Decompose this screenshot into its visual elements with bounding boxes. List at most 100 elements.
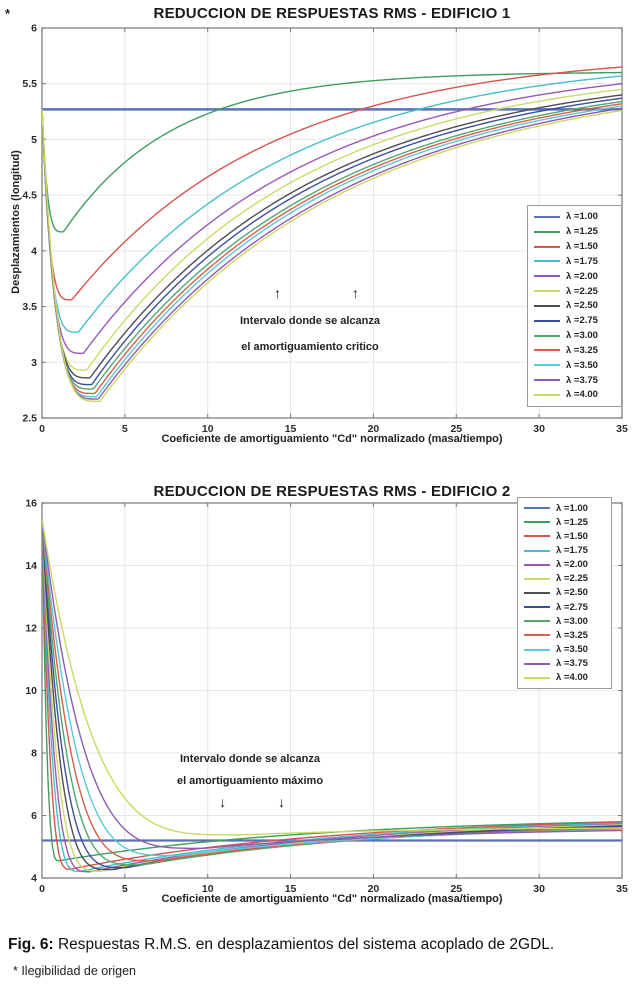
legend-item: λ =3.00 xyxy=(524,614,611,628)
legend-label: λ =1.25 xyxy=(556,516,588,528)
legend-line-swatch xyxy=(524,507,550,510)
chart1-canvas: 0 5 10 15 20 25 30 35 2.5 3 3.5 4 4.5 5 5.5 6 xyxy=(22,23,628,436)
series-curve-lambda-2.50 xyxy=(42,94,622,379)
legend-item: λ =3.25 xyxy=(524,628,611,642)
series-curve-lambda-2.25 xyxy=(42,88,622,371)
legend-item: λ =2.75 xyxy=(534,314,621,328)
annotation-arrow: ↓ xyxy=(278,794,286,810)
legend-item: λ =3.75 xyxy=(524,657,611,671)
legend-line-swatch xyxy=(534,364,560,367)
figure-caption-text: Respuestas R.M.S. en desplazamientos del… xyxy=(53,936,555,953)
chart1-annotation-line1: Intervalo donde se alcanza xyxy=(240,315,380,327)
legend-line-swatch xyxy=(534,319,560,322)
legend-label: λ =2.00 xyxy=(556,559,588,571)
plot-border xyxy=(41,27,623,419)
y-tick-label: 14 xyxy=(25,560,37,572)
chart2-legend: λ =1.00 λ =1.25 λ =1.50 λ =1.75 λ =2.00 λ =2.… xyxy=(517,497,612,689)
legend-line-swatch xyxy=(524,535,550,538)
chart2-title: REDUCCION DE RESPUESTAS RMS - EDIFICIO 2 xyxy=(153,483,511,500)
legend-item: λ =4.00 xyxy=(524,671,611,685)
y-tick-label: 10 xyxy=(25,685,37,697)
y-tick-label: 2.5 xyxy=(22,413,37,425)
legend-label: λ =3.00 xyxy=(556,615,588,627)
legend-label: λ =2.00 xyxy=(566,270,598,282)
legend-item: λ =2.00 xyxy=(524,558,611,572)
legend-line-swatch xyxy=(534,334,560,337)
y-tick-label: 6 xyxy=(31,23,37,35)
chart1-annotation-line2: el amortiguamiento critico xyxy=(241,341,379,353)
legend-item: λ =3.00 xyxy=(534,329,621,343)
y-tick-label: 4.5 xyxy=(22,190,37,202)
legend-item: λ =1.00 xyxy=(524,501,611,515)
legend-label: λ =1.75 xyxy=(566,255,598,267)
x-tick-label: 5 xyxy=(122,883,128,895)
series-curve-lambda-1.50 xyxy=(42,66,622,301)
chart2-x-axis-label: Coeficiente de amortiguamiento "Cd" norm… xyxy=(161,893,503,905)
series-curve-lambda-3.75 xyxy=(42,518,622,850)
legend-label: λ =1.50 xyxy=(556,530,588,542)
legend-item: λ =1.25 xyxy=(524,515,611,529)
legend-line-swatch xyxy=(524,521,550,524)
y-tick-label: 12 xyxy=(25,623,37,635)
y-tick-label: 4 xyxy=(31,245,37,257)
legend-item: λ =1.25 xyxy=(534,225,621,239)
legend-line-swatch xyxy=(524,549,550,552)
legend-label: λ =1.00 xyxy=(566,211,598,223)
legend-line-swatch xyxy=(534,215,560,218)
x-tick-label: 30 xyxy=(533,423,545,435)
series-curve-lambda-1.75 xyxy=(42,75,622,333)
legend-line-swatch xyxy=(524,676,550,679)
legend-label: λ =2.25 xyxy=(566,285,598,297)
y-tick-label: 5 xyxy=(31,134,37,146)
y-tick-label: 6 xyxy=(31,810,37,822)
legend-label: λ =1.00 xyxy=(556,502,588,514)
legend-label: λ =2.75 xyxy=(566,315,598,327)
legend-label: λ =2.75 xyxy=(556,601,588,613)
legend-line-swatch xyxy=(524,591,550,594)
annotation-arrow: ↓ xyxy=(219,794,227,810)
x-tick-label: 0 xyxy=(39,423,45,435)
legend-label: λ =1.25 xyxy=(566,226,598,238)
legend-label: λ =2.50 xyxy=(556,587,588,599)
series-curve-lambda-3.00 xyxy=(42,100,622,390)
legend-line-swatch xyxy=(534,290,560,293)
x-tick-label: 10 xyxy=(202,883,214,895)
legend-label: λ =2.50 xyxy=(566,300,598,312)
figure-caption-label: Fig. 6: xyxy=(8,936,54,953)
x-tick-label: 35 xyxy=(616,423,628,435)
series-curve-lambda-2.00 xyxy=(42,83,622,355)
legend-line-swatch xyxy=(534,260,560,263)
x-tick-label: 25 xyxy=(450,883,462,895)
series-curve-lambda-4.00 xyxy=(42,109,622,402)
legend-item: λ =1.00 xyxy=(534,210,621,224)
legend-item: λ =3.25 xyxy=(534,343,621,357)
chart1-y-axis-label: Desplazamientos (longitud) xyxy=(10,150,22,294)
legend-item: λ =2.25 xyxy=(534,284,621,298)
legend-label: λ =3.50 xyxy=(556,644,588,656)
legend-line-swatch xyxy=(524,634,550,637)
legend-item: λ =2.50 xyxy=(524,586,611,600)
figure-footnote: * Ilegibilidad de origen xyxy=(13,964,137,978)
legend-label: λ =2.25 xyxy=(556,573,588,585)
legend-line-swatch xyxy=(524,577,550,580)
chart2-annotation-line1: Intervalo donde se alcanza xyxy=(180,753,320,765)
legend-item: λ =2.50 xyxy=(534,299,621,313)
series-curve-lambda-1.50 xyxy=(42,518,622,870)
legend-item: λ =2.25 xyxy=(524,572,611,586)
legend-item: λ =2.75 xyxy=(524,600,611,614)
series-curve-lambda-3.75 xyxy=(42,107,622,400)
legend-label: λ =3.00 xyxy=(566,330,598,342)
x-tick-label: 25 xyxy=(450,423,462,435)
y-tick-label: 16 xyxy=(25,498,37,510)
series-curve-lambda-3.25 xyxy=(42,103,622,395)
y-tick-label: 5.5 xyxy=(22,78,37,90)
x-tick-label: 10 xyxy=(202,423,214,435)
legend-item: λ =1.75 xyxy=(524,544,611,558)
x-tick-label: 15 xyxy=(285,423,297,435)
x-tick-label: 15 xyxy=(285,883,297,895)
legend-item: λ =3.50 xyxy=(524,643,611,657)
legend-line-swatch xyxy=(534,304,560,307)
legend-line-swatch xyxy=(524,563,550,566)
legend-line-swatch xyxy=(534,230,560,233)
y-tick-label: 4 xyxy=(31,873,37,885)
